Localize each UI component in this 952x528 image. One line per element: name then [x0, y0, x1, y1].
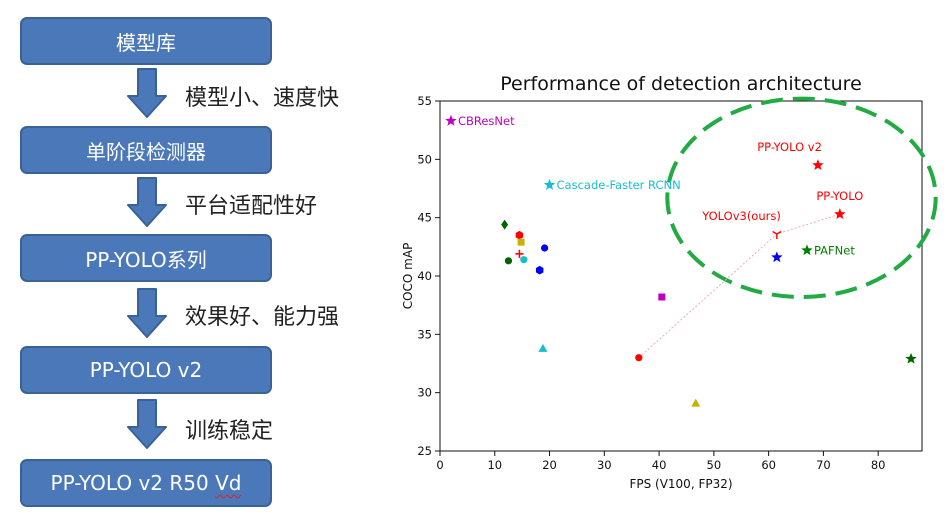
x-tick-label: 40 [652, 458, 667, 472]
data-point-star [445, 114, 457, 126]
data-point-star [812, 159, 824, 171]
data-point-circle [541, 244, 549, 252]
y-tick-label: 35 [417, 327, 432, 341]
pp-yolo-trend-line [638, 213, 840, 359]
data-point-star [801, 244, 813, 256]
flow-step-model-zoo: 模型库 [20, 17, 272, 65]
y-axis-label: COCO mAP [401, 243, 415, 310]
down-arrow-icon [127, 288, 167, 338]
y-tick-label: 45 [417, 211, 432, 225]
y-tick-label: 25 [417, 444, 432, 458]
flow-step-label: PP-YOLO v2 R50 Vd [50, 471, 242, 495]
down-arrow-icon [127, 177, 167, 227]
data-point-label: PAFNet [814, 243, 855, 257]
flow-step-pp-yolo-v2: PP-YOLO v2 [20, 346, 272, 394]
data-point-triangle [538, 343, 548, 352]
flow-step-one-stage-detector: 单阶段检测器 [20, 126, 272, 174]
x-tick-label: 0 [436, 458, 443, 472]
flow-note: 训练稳定 [185, 419, 274, 444]
flow-note: 模型小、速度快 [185, 86, 340, 111]
plot-frame [439, 100, 923, 452]
data-point-label: PP-YOLO [816, 189, 863, 203]
data-point-star [905, 352, 917, 364]
data-point-label: PP-YOLO v2 [757, 140, 822, 154]
data-point-square [658, 293, 666, 301]
data-point-label: CBResNet [458, 114, 515, 128]
data-point-tri-down [772, 230, 782, 239]
data-point-circle [520, 256, 528, 264]
flow-note: 效果好、能力强 [185, 305, 340, 330]
x-tick-label: 80 [871, 458, 886, 472]
flow-step-label: 模型库 [116, 30, 176, 55]
data-point-star [834, 208, 846, 220]
data-point-diamond [501, 219, 509, 230]
x-tick-label: 30 [597, 458, 612, 472]
x-tick-label: 50 [707, 458, 722, 472]
y-tick-label: 30 [417, 386, 432, 400]
x-tick-label: 70 [816, 458, 831, 472]
data-point-label: YOLOv3(ours) [701, 209, 781, 223]
data-point-star [543, 179, 556, 190]
down-arrow-icon [127, 399, 167, 449]
flow-step-pp-yolo-v2-r50-vd: PP-YOLO v2 R50 Vd [20, 459, 272, 507]
data-point-triangle [691, 398, 701, 407]
data-point-star [771, 251, 783, 263]
data-point-circle [635, 354, 643, 362]
x-tick-label: 60 [761, 458, 776, 472]
data-point-label: Cascade-Faster RCNN [557, 178, 681, 192]
flow-step-pp-yolo-series: PP-YOLO系列 [20, 234, 272, 282]
y-tick-label: 55 [417, 94, 432, 108]
x-tick-label: 20 [542, 458, 557, 472]
data-point-hexagon [515, 230, 524, 240]
data-point-circle [504, 257, 513, 265]
highlight-ellipse [665, 96, 938, 299]
flow-note: 平台适配性好 [185, 194, 318, 219]
chart-title: Performance of detection architecture [500, 73, 862, 95]
flow-step-label: 单阶段检测器 [86, 139, 206, 164]
flow-step-label: PP-YOLO v2 [89, 358, 203, 382]
flow-step-label: PP-YOLO系列 [85, 247, 207, 272]
x-tick-label: 10 [487, 458, 502, 472]
y-tick-label: 50 [417, 152, 432, 166]
performance-chart: Performance of detection architecture 0 10… [401, 73, 938, 491]
x-axis-label: FPS (V100, FP32) [629, 477, 732, 491]
down-arrow-icon [127, 68, 167, 118]
y-tick-label: 40 [417, 269, 432, 283]
flow-step-suffix: Vd [215, 471, 242, 495]
data-point-plus [515, 249, 524, 258]
data-point-hexagon [535, 265, 544, 275]
data-point-square [517, 238, 525, 246]
